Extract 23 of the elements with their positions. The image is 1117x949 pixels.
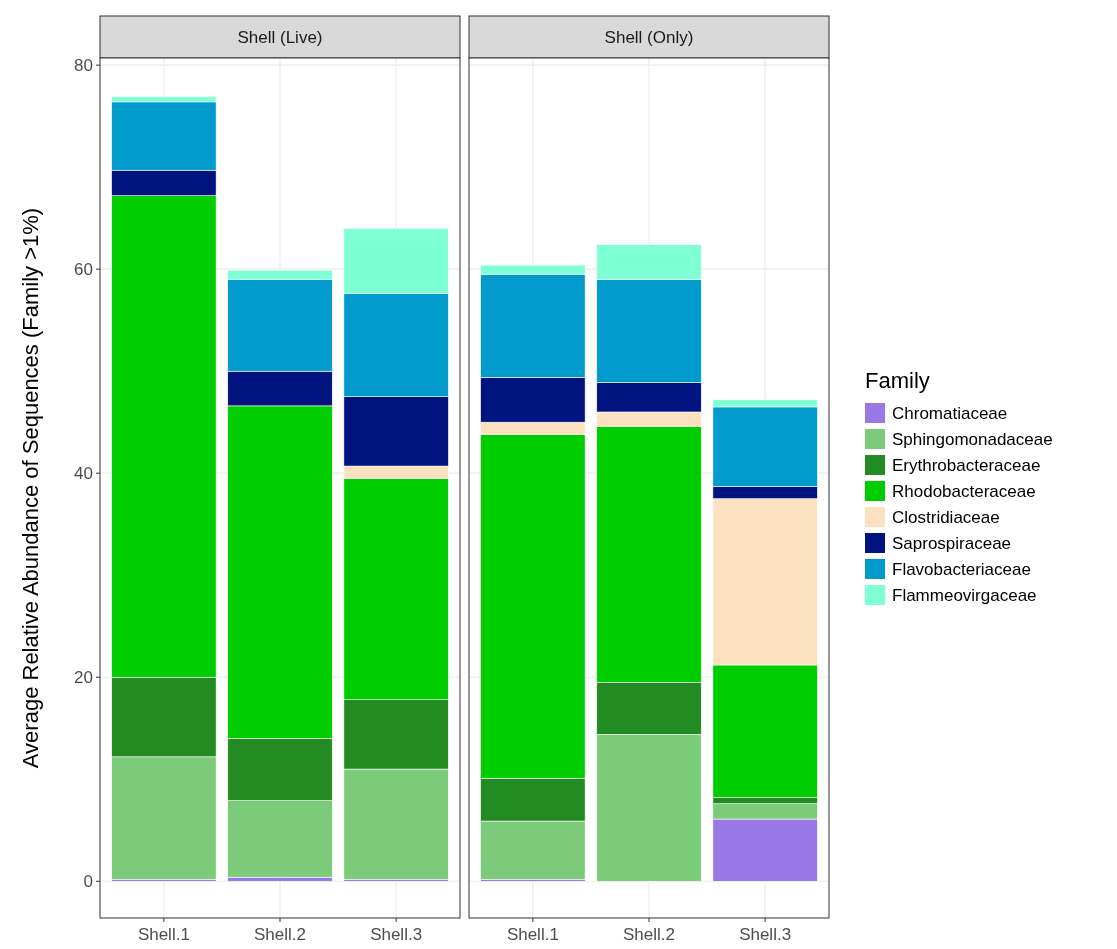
x-tick-label: Shell.3 [370, 925, 423, 944]
x-tick-label: Shell.2 [623, 925, 675, 944]
legend-label: Flavobacteriaceae [892, 560, 1031, 579]
chart-title: Shell (Live) [237, 28, 323, 47]
legend-label: Saprospiraceae [892, 534, 1012, 553]
legend-label: Clostridiaceae [892, 508, 1000, 527]
chart-title: Shell (Only) [604, 28, 694, 47]
x-tick-label: Shell.3 [739, 925, 792, 944]
y-tick-label: 80 [74, 56, 93, 76]
legend-label: Flammeovirgaceae [892, 586, 1037, 605]
x-tick-label: Shell.1 [137, 925, 190, 944]
legend-label: Sphingomonadaceae [892, 430, 1053, 449]
y-tick-label: 40 [74, 464, 93, 484]
y-tick-label: 60 [74, 260, 93, 280]
legend-label: Rhodobacteraceae [892, 482, 1036, 501]
y-tick-label: 20 [74, 668, 93, 688]
legend-label: Chromatiaceae [892, 404, 1008, 423]
x-tick-label: Shell.1 [506, 925, 559, 944]
y-axis-title: Average Relative Abundance of Sequences (Family >1%) [18, 207, 43, 769]
legend-title: Family [865, 368, 930, 393]
y-tick-label: 0 [83, 872, 93, 892]
legend-label: Erythrobacteraceae [892, 456, 1041, 475]
x-tick-label: Shell.2 [254, 925, 306, 944]
